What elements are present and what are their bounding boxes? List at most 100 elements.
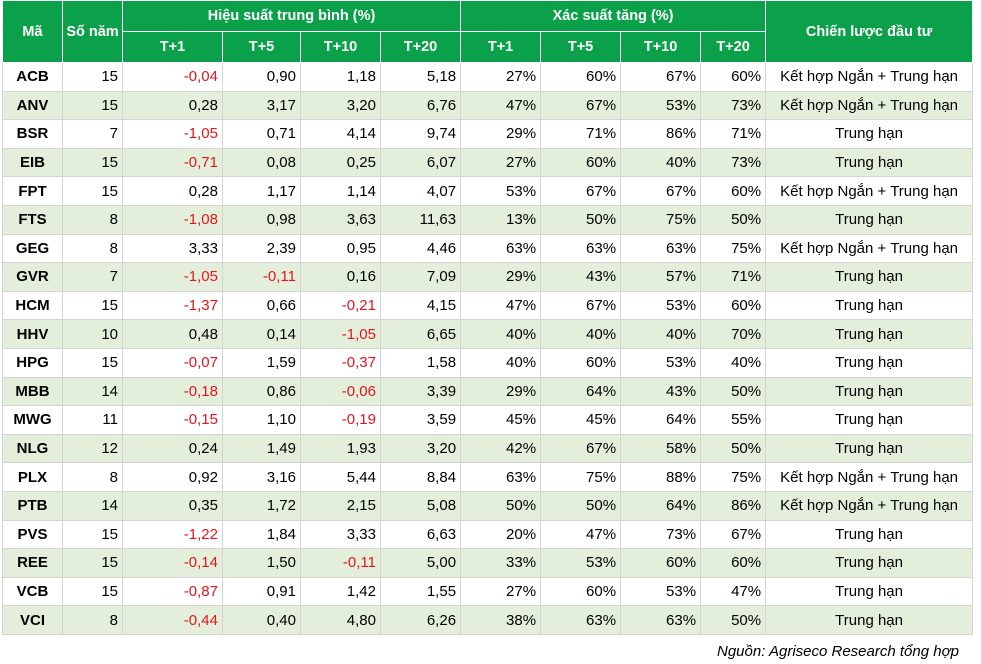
table-cell: 60% bbox=[540, 62, 622, 92]
table-cell: 8,84 bbox=[379, 462, 462, 492]
table-cell: 71% bbox=[540, 119, 622, 149]
table-row: HCM 15 -1,37 0,66 -0,21 4,15 47% 67% 53% 60% Trung… bbox=[2, 290, 974, 321]
table-cell: 63% bbox=[540, 233, 622, 264]
table-cell: 42% bbox=[460, 433, 542, 464]
table-cell: 13% bbox=[460, 204, 542, 235]
table-cell: 67% bbox=[620, 176, 702, 206]
table-cell: 6,65 bbox=[379, 319, 462, 349]
table-cell: 1,42 bbox=[300, 576, 381, 607]
table-cell: 3,59 bbox=[379, 405, 462, 435]
table-cell: 86% bbox=[700, 490, 767, 521]
table-cell: 0,08 bbox=[222, 147, 301, 178]
table-cell: 1,84 bbox=[222, 519, 301, 550]
table-cell: 29% bbox=[460, 376, 542, 407]
table-cell: FTS bbox=[2, 204, 63, 235]
table-cell: 2,15 bbox=[300, 490, 381, 521]
table-cell: Trung hạn bbox=[765, 405, 974, 435]
table-cell: 50% bbox=[540, 490, 622, 521]
table-cell: 3,20 bbox=[379, 433, 462, 464]
table-cell: 1,14 bbox=[300, 176, 381, 206]
table-row: HPG 15 -0,07 1,59 -0,37 1,58 40% 60% 53% 40% Trung… bbox=[2, 347, 974, 378]
table-cell: 0,24 bbox=[122, 433, 223, 464]
table-cell: 0,25 bbox=[300, 147, 381, 178]
table-cell: 0,28 bbox=[122, 176, 223, 206]
table-row: PVS 15 -1,22 1,84 3,33 6,63 20% 47% 73% 67% Trung … bbox=[2, 519, 974, 550]
table-cell: 7 bbox=[62, 119, 123, 149]
table-cell: 3,16 bbox=[222, 462, 301, 492]
table-cell: 60% bbox=[540, 147, 622, 178]
table-cell: GVR bbox=[2, 262, 63, 292]
table-cell: 5,18 bbox=[379, 62, 462, 92]
subheader-cell: T+5 bbox=[540, 31, 622, 63]
table-cell: 3,33 bbox=[122, 233, 223, 264]
table-cell: 50% bbox=[460, 490, 542, 521]
table-cell: Trung hạn bbox=[765, 204, 974, 235]
table-cell: 67% bbox=[700, 519, 767, 550]
table-cell: -0,44 bbox=[122, 605, 223, 635]
table-cell: -0,04 bbox=[122, 62, 223, 92]
table-cell: 50% bbox=[700, 204, 767, 235]
table-row: EIB 15 -0,71 0,08 0,25 6,07 27% 60% 40% 73% Trung … bbox=[2, 147, 974, 178]
table-cell: 7,09 bbox=[379, 262, 462, 292]
table-row: MWG 11 -0,15 1,10 -0,19 3,59 45% 45% 64% 55% Trung… bbox=[2, 405, 974, 435]
table-cell: PVS bbox=[2, 519, 63, 550]
table-cell: REE bbox=[2, 548, 63, 578]
table-cell: 1,55 bbox=[379, 576, 462, 607]
table-cell: 0,14 bbox=[222, 319, 301, 349]
table-cell: 60% bbox=[700, 290, 767, 321]
table-cell: 63% bbox=[540, 605, 622, 635]
table-cell: 1,72 bbox=[222, 490, 301, 521]
table-cell: 86% bbox=[620, 119, 702, 149]
table-cell: 3,33 bbox=[300, 519, 381, 550]
table-cell: Trung hạn bbox=[765, 605, 974, 635]
table-cell: -0,18 bbox=[122, 376, 223, 407]
table-cell: 15 bbox=[62, 90, 123, 121]
table-cell: -0,06 bbox=[300, 376, 381, 407]
table-cell: Trung hạn bbox=[765, 576, 974, 607]
table-cell: 67% bbox=[540, 176, 622, 206]
table-cell: -1,05 bbox=[300, 319, 381, 349]
table-cell: 33% bbox=[460, 548, 542, 578]
table-cell: -0,37 bbox=[300, 347, 381, 378]
table-cell: 0,71 bbox=[222, 119, 301, 149]
table-cell: 10 bbox=[62, 319, 123, 349]
table-cell: 53% bbox=[620, 90, 702, 121]
table-cell: -0,11 bbox=[300, 548, 381, 578]
table-cell: 11,63 bbox=[379, 204, 462, 235]
table-row: BSR 7 -1,05 0,71 4,14 9,74 29% 71% 86% 71% Trung h… bbox=[2, 119, 974, 149]
table-cell: 60% bbox=[540, 576, 622, 607]
table-cell: 1,59 bbox=[222, 347, 301, 378]
table-cell: 8 bbox=[62, 233, 123, 264]
table-cell: BSR bbox=[2, 119, 63, 149]
table-cell: 3,39 bbox=[379, 376, 462, 407]
table-cell: 64% bbox=[540, 376, 622, 407]
table-cell: 1,10 bbox=[222, 405, 301, 435]
table-cell: 0,16 bbox=[300, 262, 381, 292]
table-cell: 53% bbox=[620, 576, 702, 607]
table-cell: VCI bbox=[2, 605, 63, 635]
subheader-cell: T+1 bbox=[122, 31, 223, 63]
table-cell: PLX bbox=[2, 462, 63, 492]
table-cell: Trung hạn bbox=[765, 347, 974, 378]
header-cell: Số năm bbox=[62, 0, 123, 63]
table-cell: -0,71 bbox=[122, 147, 223, 178]
table-cell: 63% bbox=[460, 233, 542, 264]
table-cell: 45% bbox=[460, 405, 542, 435]
table-cell: -0,14 bbox=[122, 548, 223, 578]
table-cell: 1,17 bbox=[222, 176, 301, 206]
table-row: PTB 14 0,35 1,72 2,15 5,08 50% 50% 64% 86% Kết hợp… bbox=[2, 490, 974, 521]
table-cell: -0,15 bbox=[122, 405, 223, 435]
subheader-cell: T+20 bbox=[379, 31, 462, 63]
table-cell: 73% bbox=[700, 90, 767, 121]
table-row: REE 15 -0,14 1,50 -0,11 5,00 33% 53% 60% 60% Trung… bbox=[2, 548, 974, 578]
table-cell: 2,39 bbox=[222, 233, 301, 264]
table-cell: 0,98 bbox=[222, 204, 301, 235]
table-cell: ANV bbox=[2, 90, 63, 121]
table-cell: 63% bbox=[460, 462, 542, 492]
table-cell: 67% bbox=[540, 290, 622, 321]
table-cell: 4,07 bbox=[379, 176, 462, 206]
table-cell: Trung hạn bbox=[765, 119, 974, 149]
table-cell: FPT bbox=[2, 176, 63, 206]
table-cell: 4,15 bbox=[379, 290, 462, 321]
